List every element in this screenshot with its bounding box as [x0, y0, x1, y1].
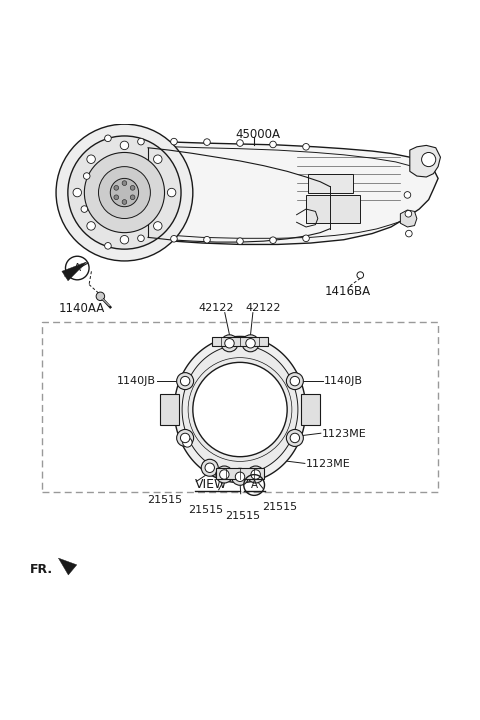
Circle shape: [242, 335, 259, 352]
Circle shape: [120, 235, 129, 244]
Circle shape: [130, 195, 135, 199]
Text: 1140JB: 1140JB: [117, 376, 156, 386]
Circle shape: [105, 243, 111, 249]
Circle shape: [237, 140, 243, 146]
Circle shape: [168, 189, 176, 197]
Circle shape: [177, 429, 193, 446]
Circle shape: [154, 155, 162, 163]
Circle shape: [201, 459, 218, 476]
Circle shape: [290, 377, 300, 386]
Circle shape: [421, 153, 436, 166]
Circle shape: [246, 338, 255, 348]
Circle shape: [221, 335, 238, 352]
Text: 1140JB: 1140JB: [324, 376, 363, 386]
Circle shape: [114, 186, 119, 190]
Circle shape: [96, 292, 105, 300]
Circle shape: [180, 433, 190, 443]
Circle shape: [122, 181, 127, 186]
Circle shape: [204, 139, 210, 145]
Circle shape: [87, 155, 96, 163]
Circle shape: [84, 173, 90, 179]
Text: 45000A: 45000A: [235, 128, 280, 141]
Bar: [306, 195, 360, 223]
Circle shape: [87, 222, 96, 230]
Polygon shape: [62, 262, 87, 281]
Circle shape: [204, 236, 210, 243]
Polygon shape: [400, 210, 417, 227]
Circle shape: [138, 235, 144, 242]
Bar: [212, 337, 268, 346]
Circle shape: [247, 466, 264, 483]
Text: 1416BA: 1416BA: [325, 285, 371, 298]
Text: VIEW: VIEW: [195, 479, 228, 492]
Circle shape: [98, 166, 150, 218]
Circle shape: [154, 222, 162, 230]
Bar: [160, 394, 180, 425]
Circle shape: [120, 141, 129, 150]
Text: 21515: 21515: [262, 502, 297, 512]
Circle shape: [225, 338, 234, 348]
Bar: [300, 394, 320, 425]
Text: A: A: [74, 263, 81, 273]
Circle shape: [68, 136, 181, 249]
Text: 1140AA: 1140AA: [59, 302, 105, 315]
Text: 21515: 21515: [188, 505, 223, 515]
Polygon shape: [70, 142, 438, 245]
Text: 42122: 42122: [246, 303, 281, 313]
Circle shape: [220, 469, 229, 480]
Circle shape: [110, 179, 139, 207]
Circle shape: [287, 373, 303, 390]
Circle shape: [405, 210, 412, 217]
Circle shape: [287, 429, 303, 446]
Text: 1123ME: 1123ME: [306, 459, 350, 469]
Circle shape: [138, 138, 144, 145]
Circle shape: [177, 373, 193, 390]
Circle shape: [303, 235, 309, 242]
Circle shape: [270, 141, 276, 148]
Circle shape: [251, 469, 260, 480]
Circle shape: [235, 472, 245, 482]
Circle shape: [171, 235, 177, 242]
Polygon shape: [59, 558, 77, 575]
Text: 21515: 21515: [225, 510, 260, 521]
Circle shape: [73, 189, 82, 197]
Circle shape: [404, 192, 411, 198]
Circle shape: [303, 143, 309, 150]
Circle shape: [171, 138, 177, 145]
Polygon shape: [182, 345, 298, 474]
Bar: [42, 323, 438, 492]
Bar: [308, 174, 353, 192]
Circle shape: [290, 433, 300, 443]
Polygon shape: [410, 145, 441, 177]
Text: 1123ME: 1123ME: [322, 429, 367, 439]
Circle shape: [130, 186, 135, 190]
Text: FR.: FR.: [30, 563, 53, 577]
Circle shape: [270, 237, 276, 243]
Circle shape: [114, 195, 119, 199]
Polygon shape: [174, 336, 306, 482]
Circle shape: [237, 238, 243, 245]
Text: 21515: 21515: [147, 495, 182, 505]
Circle shape: [56, 124, 193, 261]
Circle shape: [84, 153, 165, 233]
Bar: [216, 468, 264, 479]
Circle shape: [193, 362, 287, 456]
Text: 42122: 42122: [199, 303, 234, 313]
Circle shape: [180, 377, 190, 386]
Circle shape: [357, 271, 363, 279]
Circle shape: [205, 463, 215, 472]
Circle shape: [122, 199, 127, 204]
Text: A: A: [251, 480, 258, 490]
Circle shape: [406, 230, 412, 237]
Circle shape: [105, 135, 111, 142]
Circle shape: [231, 468, 249, 485]
Circle shape: [81, 206, 88, 212]
Circle shape: [216, 466, 233, 483]
Circle shape: [183, 438, 192, 447]
